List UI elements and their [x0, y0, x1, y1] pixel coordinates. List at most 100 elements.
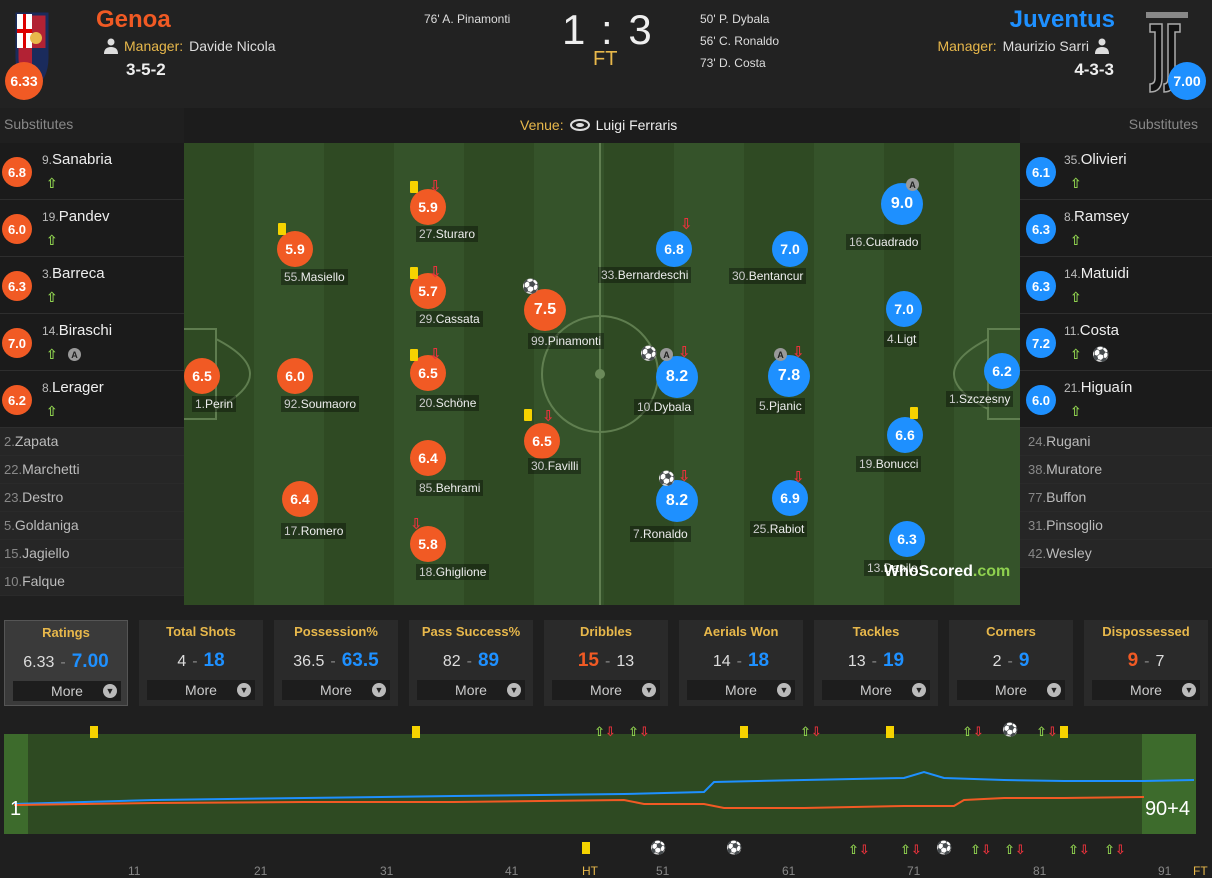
sub-player-row[interactable]: 6.0 19.Pandev ⇧ — [0, 200, 184, 257]
player-name: Bernardeschi — [617, 268, 689, 282]
stat-away-value: 7.00 — [71, 651, 109, 672]
unused-sub-row[interactable]: 5.Goldaniga — [0, 512, 184, 540]
stat-box[interactable]: Possession% 36.5-63.5 More ▼ — [274, 620, 398, 706]
stat-title: Pass Success% — [421, 624, 521, 639]
more-label: More — [725, 682, 757, 698]
stat-more-button[interactable]: More ▼ — [147, 680, 255, 700]
stat-box[interactable]: Dispossessed 9-7 More ▼ — [1084, 620, 1208, 706]
sub-number: 14. — [1064, 267, 1081, 281]
yellow-card-icon[interactable] — [90, 726, 98, 738]
sub-player-row[interactable]: 6.3 14.Matuidi ⇧ — [1020, 257, 1212, 314]
watermark-suffix: .com — [972, 563, 1011, 580]
home-subs-title: Substitutes — [4, 116, 74, 132]
substitution-icon[interactable]: ⇧⇩ — [1104, 842, 1126, 857]
player-name: Schöne — [435, 396, 477, 410]
sub-player: 14.Matuidi — [1064, 265, 1129, 283]
stat-box[interactable]: Aerials Won 14-18 More ▼ — [679, 620, 803, 706]
sub-player-row[interactable]: 6.1 35.Olivieri ⇧ — [1020, 143, 1212, 200]
home-team-name[interactable]: Genoa — [96, 6, 171, 33]
stat-box[interactable]: Corners 2-9 More ▼ — [949, 620, 1073, 706]
stat-more-button[interactable]: More ▼ — [687, 680, 795, 700]
goal-icon[interactable]: ⚽ — [650, 840, 667, 855]
substitution-icon[interactable]: ⇧⇩ — [962, 724, 984, 739]
substitution-icon[interactable]: ⇧⇩ — [594, 724, 616, 739]
sub-player-row[interactable]: 7.0 14.Biraschi ⇧ A — [0, 314, 184, 371]
stat-more-button[interactable]: More ▼ — [822, 680, 930, 700]
substitution-icon[interactable]: ⇧⇩ — [628, 724, 650, 739]
stat-more-button[interactable]: More ▼ — [282, 680, 390, 700]
unused-sub-row[interactable]: 24.Rugani — [1020, 428, 1212, 456]
unused-sub-row[interactable]: 77.Buffon — [1020, 484, 1212, 512]
sub-number: 21. — [1064, 381, 1081, 395]
stat-box[interactable]: Total Shots 4-18 More ▼ — [139, 620, 263, 706]
substitution-icon[interactable]: ⇧⇩ — [1068, 842, 1090, 857]
stat-values: 82-89 — [442, 650, 500, 671]
goal-icon[interactable]: ⚽ — [1002, 722, 1019, 737]
sub-player-row[interactable]: 7.2 11.Costa ⇧ ⚽ — [1020, 314, 1212, 371]
sub-name: Sanabria — [52, 151, 113, 168]
unused-sub-row[interactable]: 15.Jagiello — [0, 540, 184, 568]
player-label: 16.Cuadrado — [846, 234, 922, 250]
player-label: 19.Bonucci — [856, 456, 922, 472]
stat-box[interactable]: Tackles 13-19 More ▼ — [814, 620, 938, 706]
stat-box[interactable]: Dribbles 15-13 More ▼ — [544, 620, 668, 706]
stat-values: 13-19 — [847, 650, 905, 671]
unused-sub-row[interactable]: 2.Zapata — [0, 428, 184, 456]
substitution-icon[interactable]: ⇧⇩ — [970, 842, 992, 857]
player-rating: 6.5 — [524, 423, 560, 459]
substitution-icon[interactable]: ⇧⇩ — [1036, 724, 1058, 739]
substitution-icon[interactable]: ⇧⇩ — [848, 842, 870, 857]
stat-title: Aerials Won — [703, 624, 779, 639]
stat-more-button[interactable]: More ▼ — [13, 681, 121, 701]
stat-title: Ratings — [42, 625, 90, 640]
substitution-icon[interactable]: ⇧⇩ — [1004, 842, 1026, 857]
sub-number: 35. — [1064, 153, 1081, 167]
substitution-icon[interactable]: ⇧⇩ — [800, 724, 822, 739]
unused-sub-row[interactable]: 42.Wesley — [1020, 540, 1212, 568]
stat-more-button[interactable]: More ▼ — [1092, 680, 1200, 700]
captain-icon: A — [660, 348, 673, 361]
stat-more-button[interactable]: More ▼ — [552, 680, 660, 700]
player-name: Behrami — [435, 481, 481, 495]
stat-values: 36.5-63.5 — [293, 650, 379, 671]
stat-box[interactable]: Ratings 6.33-7.00 More ▼ — [4, 620, 128, 706]
sub-player-row[interactable]: 6.0 21.Higuaín ⇧ — [1020, 371, 1212, 428]
unused-sub-row[interactable]: 22.Marchetti — [0, 456, 184, 484]
goal-icon[interactable]: ⚽ — [936, 840, 953, 855]
stat-more-button[interactable]: More ▼ — [957, 680, 1065, 700]
stat-more-button[interactable]: More ▼ — [417, 680, 525, 700]
sub-name: Pandev — [58, 208, 110, 225]
stat-title: Dispossessed — [1102, 624, 1190, 639]
unused-sub-row[interactable]: 38.Muratore — [1020, 456, 1212, 484]
sub-number: 8. — [1064, 210, 1075, 224]
unused-sub-row[interactable]: 10.Falque — [0, 568, 184, 596]
rating-graph[interactable]: 1 90+4 — [4, 734, 1196, 834]
yellow-card-icon[interactable] — [1060, 726, 1068, 738]
more-label: More — [995, 682, 1027, 698]
player-label: 30.Bentancur — [729, 268, 807, 284]
sub-player-row[interactable]: 6.2 8.Lerager ⇧ — [0, 371, 184, 428]
sub-player-row[interactable]: 6.3 3.Barreca ⇧ — [0, 257, 184, 314]
more-label: More — [455, 682, 487, 698]
stat-box[interactable]: Pass Success% 82-89 More ▼ — [409, 620, 533, 706]
away-goal-2: 73' D. Costa — [700, 56, 766, 70]
unused-sub-row[interactable]: 31.Pinsoglio — [1020, 512, 1212, 540]
goal-icon[interactable]: ⚽ — [726, 840, 743, 855]
timeline-start-marker — [4, 734, 28, 834]
player-rating: 7.5 — [524, 289, 566, 331]
sub-name: Rugani — [1046, 433, 1091, 449]
player-number: 29. — [419, 312, 436, 326]
yellow-card-icon[interactable] — [886, 726, 894, 738]
timeline-tick: 21 — [254, 864, 268, 878]
sub-player-row[interactable]: 6.3 8.Ramsey ⇧ — [1020, 200, 1212, 257]
sub-player-row[interactable]: 6.8 9.Sanabria ⇧ — [0, 143, 184, 200]
yellow-card-icon[interactable] — [582, 842, 590, 854]
yellow-card-icon[interactable] — [740, 726, 748, 738]
substitution-icon[interactable]: ⇧⇩ — [900, 842, 922, 857]
sub-rating: 6.1 — [1026, 157, 1056, 187]
sub-rating: 7.0 — [2, 328, 32, 358]
player-name: Masiello — [300, 270, 345, 284]
yellow-card-icon[interactable] — [412, 726, 420, 738]
away-team-name[interactable]: Juventus — [1009, 6, 1115, 33]
unused-sub-row[interactable]: 23.Destro — [0, 484, 184, 512]
